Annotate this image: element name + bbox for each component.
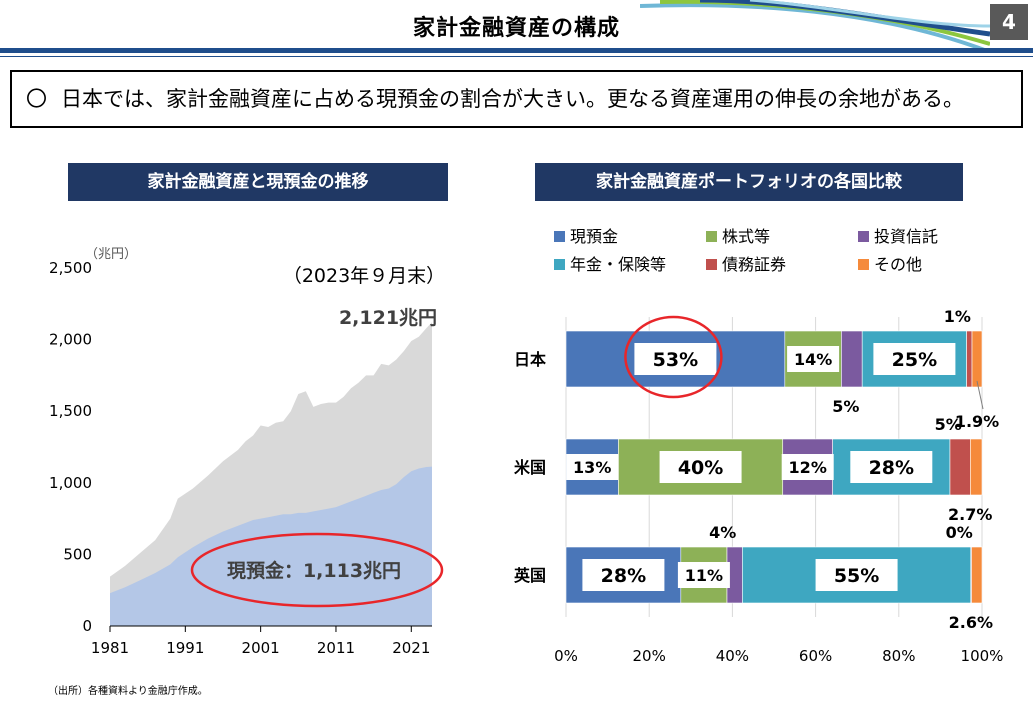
data-label: 4% (709, 523, 736, 542)
data-label-box (873, 343, 956, 375)
area-deposits (110, 466, 432, 626)
x-tick-label: 2001 (242, 639, 280, 657)
data-label: 40% (678, 457, 723, 479)
deposits-value-label: 現預金：1,113兆円 (227, 559, 401, 582)
data-label-box (677, 562, 730, 588)
x-tick-label: 40% (716, 647, 749, 665)
x-tick-label: 1981 (91, 639, 129, 657)
source-note: （出所）各種資料より金融庁作成。 (48, 686, 208, 697)
bar-segment (971, 330, 983, 388)
bar-segment (949, 438, 971, 496)
data-label-box (634, 343, 717, 375)
legend-label: 債務証券 (722, 255, 786, 274)
data-label-leader (976, 380, 984, 410)
y-axis-unit: （兆円） (85, 247, 137, 262)
data-label-box (850, 451, 933, 483)
category-label: 米国 (514, 458, 546, 477)
data-label-box (787, 346, 840, 372)
page-title: 家計金融資産の構成 (412, 16, 620, 41)
data-label: 11% (685, 566, 723, 585)
data-label: 13% (573, 458, 611, 477)
left-chart-title: 家計金融資産と現預金の推移 (68, 163, 448, 201)
right-chart-title: 家計金融資産ポートフォリオの各国比較 (535, 163, 963, 201)
data-label: 28% (869, 457, 914, 479)
data-label: 25% (892, 349, 937, 371)
area-chart: 0 500 1,000 1,500 2,000 2,500 1981 1991 2001 2011… (49, 247, 445, 657)
data-label: 1.9% (955, 412, 999, 431)
deposits-highlight-ellipse (624, 315, 723, 399)
data-label: 0% (946, 523, 973, 542)
summary-text: 日本では、家計金融資産に占める現預金の割合が大きい。更なる資産運用の伸長の余地が… (61, 87, 964, 111)
data-label-box (582, 559, 665, 591)
date-annotation: （2023年９月末） (283, 265, 445, 287)
title-divider (0, 48, 1033, 53)
bar-segment (841, 330, 863, 388)
data-label-box (659, 451, 742, 483)
data-label-box (566, 454, 619, 480)
data-label: 1% (944, 307, 971, 326)
x-tick-label: 2021 (392, 639, 430, 657)
data-label-box (781, 454, 834, 480)
legend-swatch (858, 231, 869, 242)
y-tick-label: 1,500 (49, 402, 92, 420)
x-tick-label: 0% (554, 647, 578, 665)
data-label: 5% (832, 397, 859, 416)
x-tick-label: 2011 (317, 639, 355, 657)
legend-label: 株式等 (722, 227, 770, 246)
x-tick-label: 20% (633, 647, 666, 665)
y-tick-label: 2,000 (49, 331, 92, 349)
data-label: 55% (834, 565, 879, 587)
page-number: 4 (990, 4, 1028, 40)
data-label: 28% (601, 565, 646, 587)
header-swoosh (640, 0, 990, 52)
legend-label: 投資信託 (874, 227, 938, 246)
data-label: 12% (789, 458, 827, 477)
legend-swatch (554, 231, 565, 242)
x-tick-label: 60% (799, 647, 832, 665)
y-tick-label: 2,500 (49, 259, 92, 277)
bar-segment (970, 438, 983, 496)
summary-bullet: 〇 (26, 87, 47, 111)
legend-label: 年金・保険等 (570, 255, 666, 274)
legend-label: その他 (874, 255, 922, 274)
total-value-label: 2,121兆円 (339, 307, 437, 329)
data-label: 14% (794, 350, 832, 369)
data-label: 53% (653, 349, 698, 371)
legend-label: 現預金 (570, 227, 618, 246)
bar-segment (966, 330, 973, 388)
category-label: 英国 (513, 566, 546, 585)
legend-swatch (858, 259, 869, 270)
x-tick-label: 100% (961, 647, 1004, 665)
legend-swatch (706, 231, 717, 242)
summary-box: 〇日本では、家計金融資産に占める現預金の割合が大きい。更なる資産運用の伸長の余地… (10, 70, 1023, 128)
data-label: 5% (935, 415, 962, 434)
x-tick-label: 80% (882, 647, 915, 665)
y-tick-label: 500 (63, 545, 92, 563)
x-tick-label: 1991 (166, 639, 204, 657)
bar-segment (971, 546, 983, 604)
legend-swatch (706, 259, 717, 270)
deposits-highlight-ellipse (190, 532, 444, 608)
y-tick-label: 0 (82, 617, 92, 635)
category-label: 日本 (514, 350, 546, 369)
data-label: 2.7% (948, 505, 992, 524)
y-tick-label: 1,000 (49, 474, 92, 492)
data-label: 2.6% (949, 613, 993, 632)
title-divider-thin (0, 56, 1033, 57)
data-label-box (815, 559, 898, 591)
legend-swatch (554, 259, 565, 270)
